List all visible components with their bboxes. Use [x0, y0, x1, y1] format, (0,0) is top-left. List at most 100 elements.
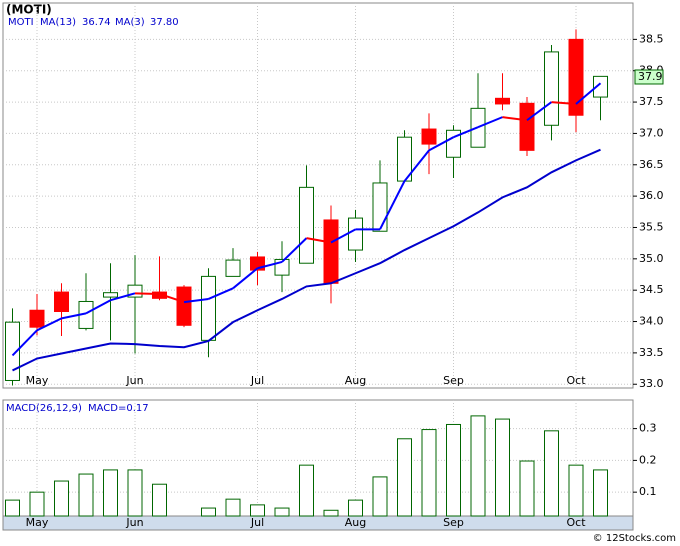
ma-segment: [330, 228, 356, 244]
bar: [299, 464, 314, 517]
ma-segment: [306, 237, 332, 244]
legend-ma13: MA(13): [40, 17, 76, 28]
bar: [274, 507, 290, 517]
candle-body: [5, 321, 20, 381]
y-tick-label: 37.5: [639, 95, 664, 108]
macd-panel: [2, 399, 634, 517]
candle-body: [225, 259, 241, 277]
ma-segment: [428, 136, 454, 152]
ma-segment: [183, 297, 209, 304]
ma-segment: [232, 267, 259, 290]
bar: [397, 438, 412, 517]
candle-body: [127, 284, 143, 298]
ma-segment: [379, 180, 406, 230]
macd-title: MACD(26,12,9): [6, 403, 82, 414]
x-tick-label: Aug: [345, 516, 366, 529]
bar: [421, 429, 437, 517]
last-price-box: [634, 69, 664, 85]
ma-segment: [36, 317, 62, 332]
candle-body: [103, 292, 118, 298]
legend-ticker: MOTI: [8, 17, 34, 28]
price-panel: [2, 2, 634, 389]
bar: [544, 430, 559, 517]
candle-body: [29, 309, 45, 328]
candle-body: [421, 128, 437, 145]
legend-ma13-value: 36.74: [82, 17, 111, 28]
y-tick-label: 37.0: [639, 126, 664, 139]
candle-body: [201, 275, 216, 341]
candle-body: [176, 286, 192, 326]
ma-segment: [526, 101, 553, 122]
ma-segment: [11, 329, 38, 357]
bar: [568, 464, 584, 517]
last-price-label: 37.9: [638, 70, 663, 83]
ma-segment: [257, 260, 283, 270]
bar: [5, 499, 20, 517]
y-tick-label: 0.2: [639, 453, 657, 466]
x-axis-band: [2, 515, 634, 531]
ma-segment: [453, 126, 479, 139]
y-tick-label: 36.0: [639, 189, 664, 202]
candle-body: [372, 182, 388, 232]
bar: [54, 480, 69, 517]
candle-body: [299, 186, 314, 264]
bar: [348, 499, 363, 517]
ma-segment: [281, 237, 308, 263]
bar: [29, 491, 45, 517]
ma-segment: [110, 292, 136, 302]
ma-segment: [159, 292, 185, 304]
x-tick-label: Sep: [443, 516, 464, 529]
y-tick-label: 35.0: [639, 252, 664, 265]
ma-segment: [502, 116, 528, 122]
x-tick-label: Jun: [125, 516, 143, 529]
ma-segment: [134, 292, 160, 295]
candle-body: [593, 75, 608, 98]
ma-segment: [477, 116, 503, 129]
bar: [470, 415, 486, 517]
bar: [225, 498, 241, 517]
candle-body: [446, 129, 461, 158]
bar: [495, 418, 510, 517]
x-tick-label: Aug: [345, 374, 366, 387]
x-tick-label: Jun: [125, 374, 143, 387]
x-tick-label: May: [26, 516, 49, 529]
y-tick-label: 0.1: [639, 485, 657, 498]
ma-segment: [551, 101, 577, 105]
ma-segment: [61, 312, 87, 320]
y-tick-label: 0.3: [639, 422, 657, 435]
y-tick-label: 33.5: [639, 346, 664, 359]
x-tick-label: May: [26, 374, 49, 387]
candle-body: [348, 217, 363, 251]
ma-line: [12, 148, 601, 372]
candle-body: [568, 38, 584, 116]
x-tick-label: Sep: [443, 374, 464, 387]
ma-segment: [575, 82, 602, 105]
chart-title: (MOTI): [6, 3, 52, 17]
candle-body: [495, 97, 510, 105]
y-tick-label: 35.5: [639, 220, 664, 233]
bar: [152, 483, 167, 517]
x-tick-label: Oct: [566, 374, 586, 387]
y-tick-label: 36.5: [639, 158, 664, 171]
bar: [323, 509, 339, 517]
y-tick-label: 38.5: [639, 32, 664, 45]
candle-body: [323, 219, 339, 284]
legend-ma3-value: 37.80: [150, 17, 179, 28]
bar: [250, 504, 265, 517]
x-tick-label: Jul: [250, 516, 264, 529]
bar: [372, 476, 388, 517]
macd-value: MACD=0.17: [88, 403, 149, 414]
ma-segment: [403, 149, 430, 182]
bar: [593, 469, 608, 517]
bar: [519, 460, 535, 517]
y-tick-label: 33.0: [639, 377, 664, 390]
bar: [78, 473, 94, 517]
bar: [201, 507, 216, 517]
bar: [103, 469, 118, 517]
candle-body: [519, 102, 535, 151]
ma-segment: [208, 287, 234, 300]
ma-segment: [85, 299, 111, 315]
x-tick-label: Jul: [250, 374, 264, 387]
candle-body: [152, 291, 167, 299]
